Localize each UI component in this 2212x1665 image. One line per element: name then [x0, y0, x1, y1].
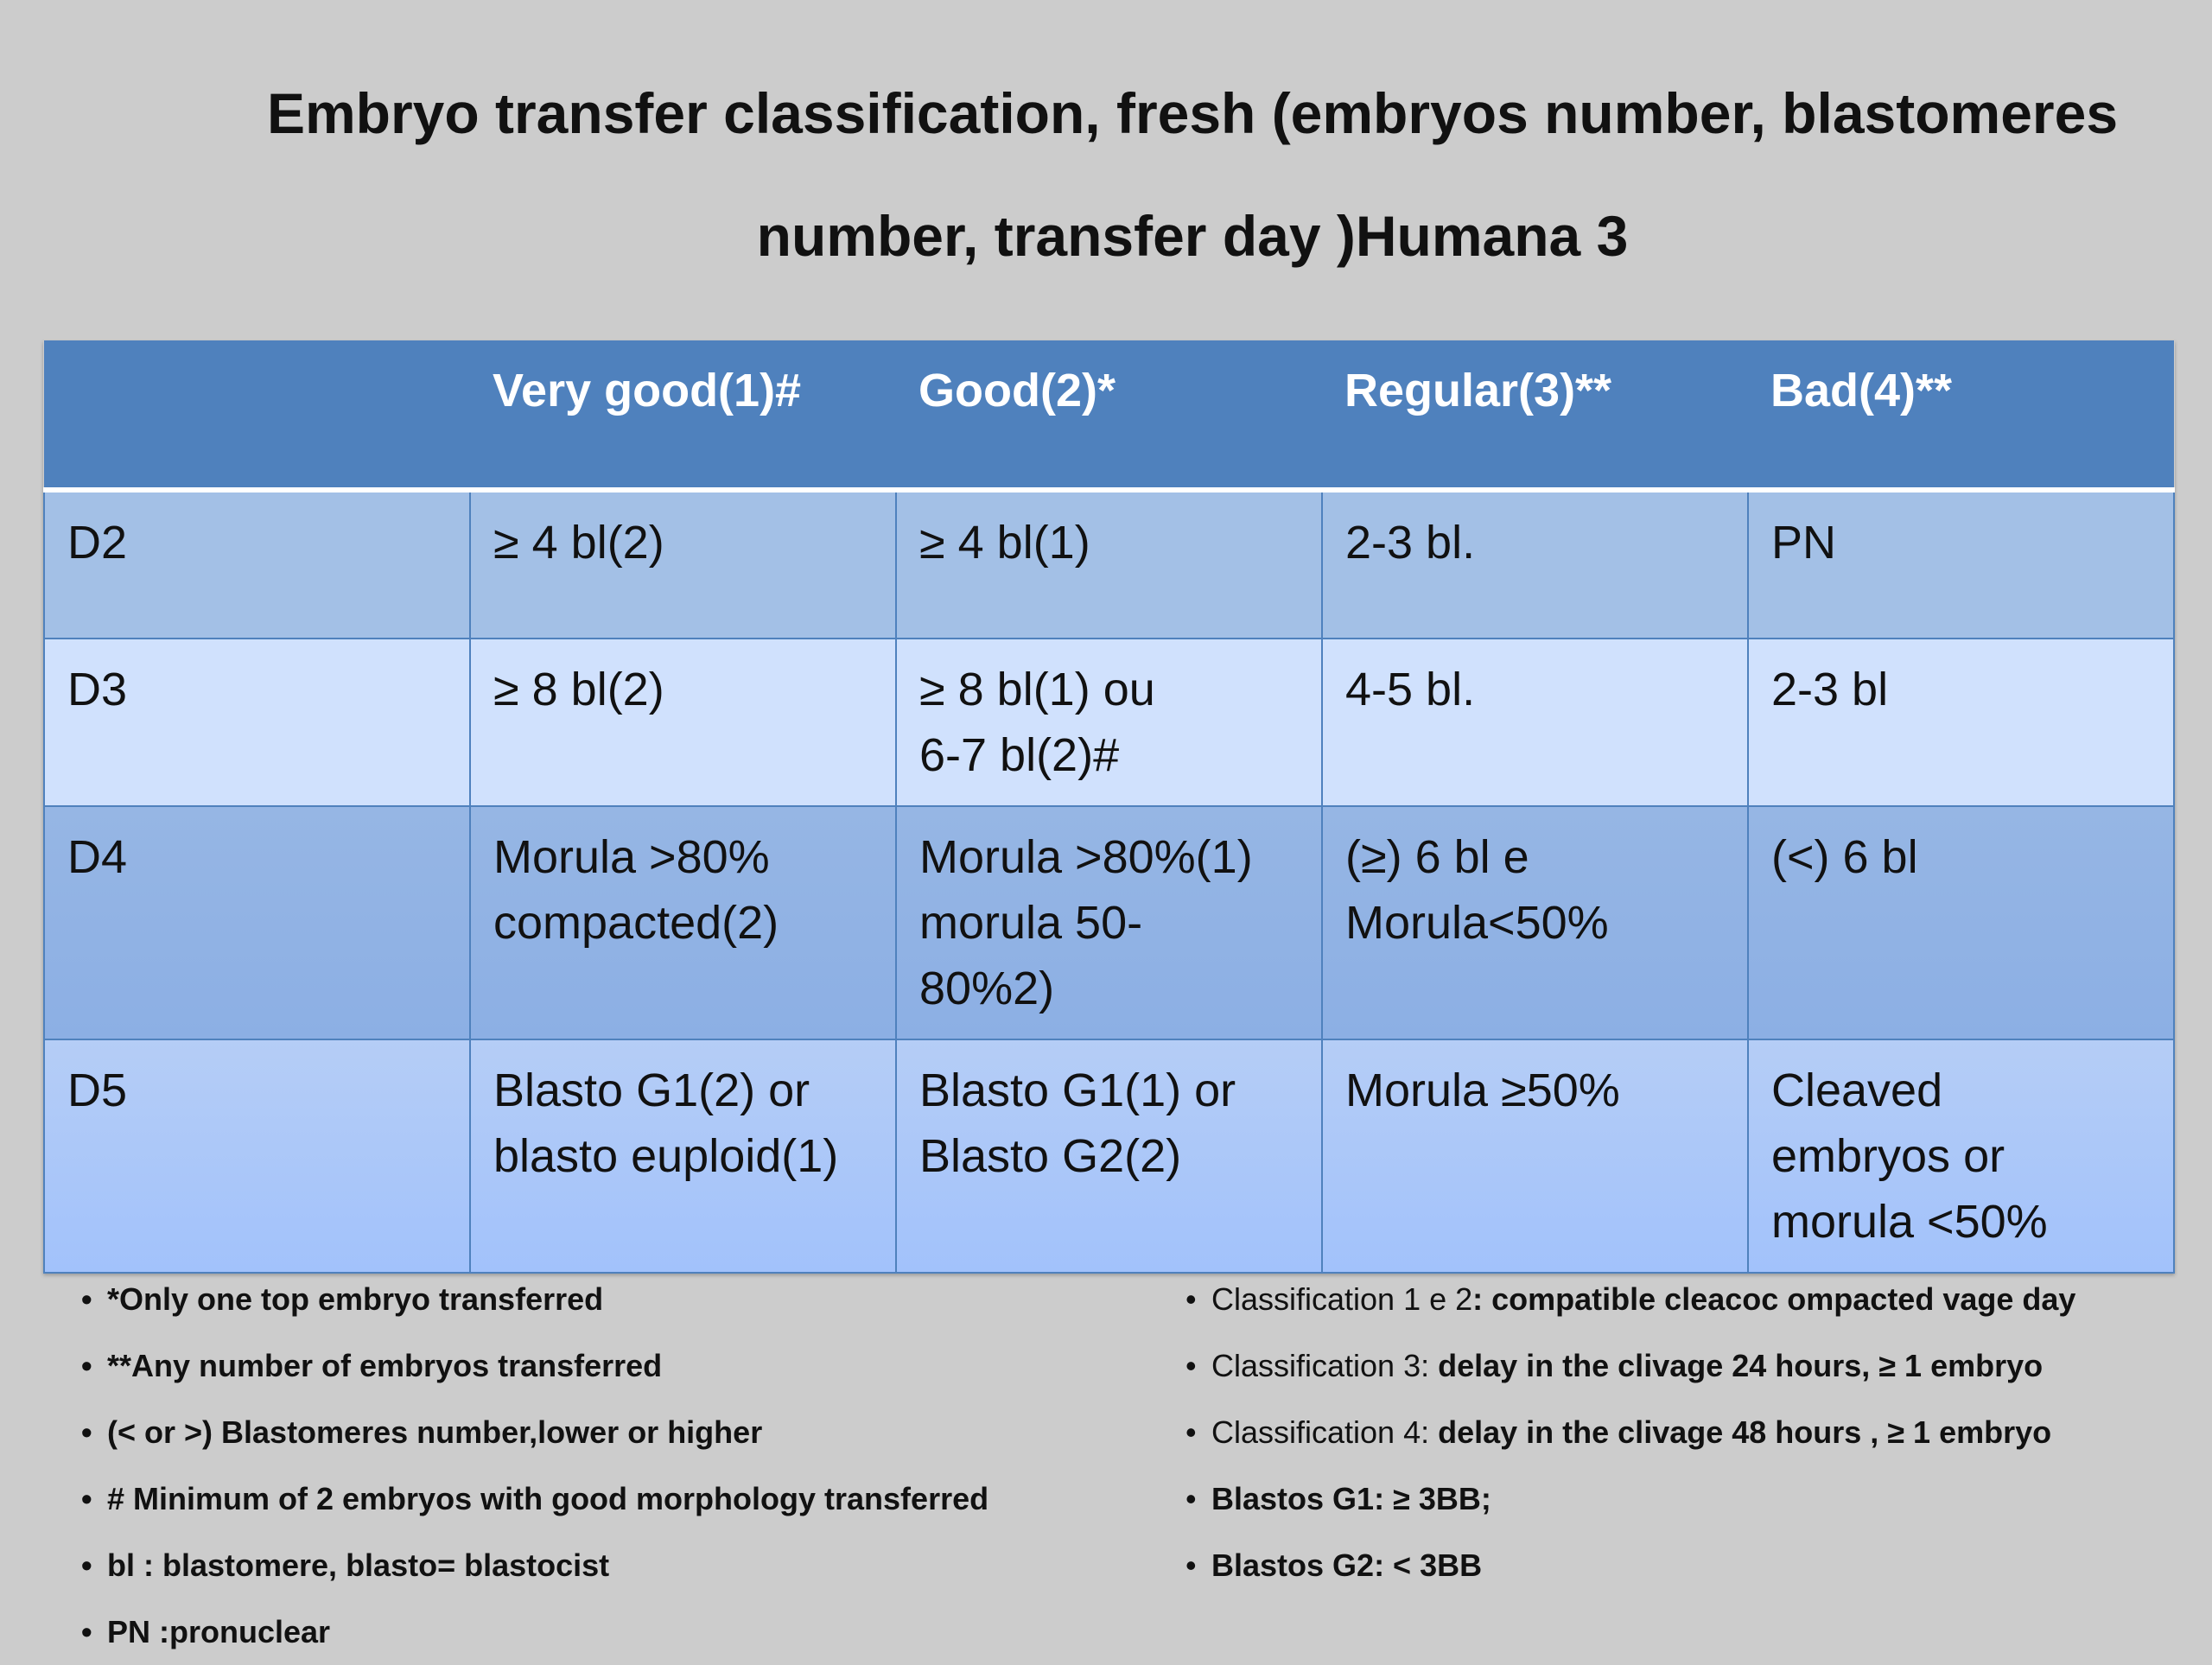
cell-bad: (<) 6 bl: [1747, 805, 2175, 1040]
cell-good: ≥ 8 bl(1) ou 6-7 bl(2)#: [895, 638, 1323, 807]
table-row-d3: D3 ≥ 8 bl(2) ≥ 8 bl(1) ou 6-7 bl(2)# 4-5…: [43, 638, 2175, 807]
bullet-icon: •: [1185, 1547, 1197, 1583]
cell-regular: Morula ≥50%: [1321, 1039, 1749, 1274]
note-label: Classification 1 e 2: [1211, 1281, 1473, 1317]
header-bad: Bad(4)**: [1748, 340, 2174, 493]
note-item: • Blastos G1: ≥ 3BB;: [1149, 1465, 2075, 1532]
note-text: delay in the clivage 48 hours , ≥ 1 embr…: [1438, 1414, 2052, 1450]
cell-bad: 2-3 bl: [1747, 638, 2175, 807]
notes-right-list: • Classification 1 e 2: compatible cleaco…: [1149, 1266, 2075, 1598]
cell-day: D4: [43, 805, 471, 1040]
note-text: # Minimum of 2 embryos with good morphol…: [107, 1481, 989, 1516]
bullet-icon: •: [1185, 1281, 1197, 1317]
note-item: • *Only one top embryo transferred: [45, 1266, 988, 1332]
note-item: • Blastos G2: < 3BB: [1149, 1532, 2075, 1598]
note-label: Classification 4:: [1211, 1414, 1439, 1450]
cell-very-good: Morula >80% compacted(2): [469, 805, 897, 1040]
note-text: delay in the clivage 24 hours, ≥ 1 embry…: [1438, 1348, 2044, 1383]
classification-table: Very good(1)# Good(2)* Regular(3)** Bad(…: [43, 340, 2175, 1274]
note-item: • (< or >) Blastomeres number,lower or hi…: [45, 1399, 988, 1465]
note-text: Blastos G1: ≥ 3BB;: [1211, 1481, 1491, 1516]
cell-very-good: ≥ 8 bl(2): [469, 638, 897, 807]
note-text: *Only one top embryo transferred: [107, 1281, 604, 1317]
note-item: • bl : blastomere, blasto= blastocist: [45, 1532, 988, 1598]
note-item: • Classification 4: delay in the clivage …: [1149, 1399, 2075, 1465]
page-title: Embryo transfer classification, fresh (e…: [173, 52, 2212, 297]
header-day: [44, 340, 470, 493]
note-item: • # Minimum of 2 embryos with good morpho…: [45, 1465, 988, 1532]
note-text: PN :pronuclear: [107, 1614, 331, 1649]
cell-day: D5: [43, 1039, 471, 1274]
header-good: Good(2)*: [896, 340, 1322, 493]
bullet-icon: •: [81, 1348, 92, 1383]
bullet-icon: •: [81, 1547, 92, 1583]
note-item: • Classification 3: delay in the clivage …: [1149, 1332, 2075, 1399]
table-header-row: Very good(1)# Good(2)* Regular(3)** Bad(…: [44, 340, 2174, 493]
bullet-icon: •: [1185, 1414, 1197, 1450]
cell-day: D3: [43, 638, 471, 807]
cell-very-good: ≥ 4 bl(2): [469, 489, 897, 639]
header-regular: Regular(3)**: [1322, 340, 1748, 493]
bullet-icon: •: [1185, 1481, 1197, 1516]
table-row-d2: D2 ≥ 4 bl(2) ≥ 4 bl(1) 2-3 bl. PN: [43, 489, 2175, 639]
note-label: Classification 3:: [1211, 1348, 1439, 1383]
note-text: : compatible cleacoc ompacted vage day: [1472, 1281, 2076, 1317]
table-row-d4: D4 Morula >80% compacted(2) Morula >80%(…: [43, 805, 2175, 1040]
title-line-2: number, transfer day )Humana 3: [756, 204, 1629, 268]
note-item: • PN :pronuclear: [45, 1598, 988, 1665]
cell-bad: PN: [1747, 489, 2175, 639]
note-text: Blastos G2: < 3BB: [1211, 1547, 1483, 1583]
note-item: • **Any number of embryos transferred: [45, 1332, 988, 1399]
cell-good: Blasto G1(1) or Blasto G2(2): [895, 1039, 1323, 1274]
bullet-icon: •: [81, 1281, 92, 1317]
bullet-icon: •: [1185, 1348, 1197, 1383]
note-text: (< or >) Blastomeres number,lower or hig…: [107, 1414, 763, 1450]
table-row-d5: D5 Blasto G1(2) or blasto euploid(1) Bla…: [43, 1039, 2175, 1274]
note-text: bl : blastomere, blasto= blastocist: [107, 1547, 610, 1583]
cell-regular: 2-3 bl.: [1321, 489, 1749, 639]
cell-bad: Cleaved embryos or morula <50%: [1747, 1039, 2175, 1274]
notes-left-list: • *Only one top embryo transferred • **Any…: [45, 1266, 988, 1665]
cell-regular: (≥) 6 bl e Morula<50%: [1321, 805, 1749, 1040]
cell-good: Morula >80%(1) morula 50- 80%2): [895, 805, 1323, 1040]
note-text: **Any number of embryos transferred: [107, 1348, 663, 1383]
title-line-1: Embryo transfer classification, fresh (e…: [266, 81, 2119, 145]
bullet-icon: •: [81, 1614, 92, 1649]
header-very-good: Very good(1)#: [470, 340, 896, 493]
cell-good: ≥ 4 bl(1): [895, 489, 1323, 639]
bullet-icon: •: [81, 1414, 92, 1450]
note-item: • Classification 1 e 2: compatible cleaco…: [1149, 1266, 2075, 1332]
bullet-icon: •: [81, 1481, 92, 1516]
cell-regular: 4-5 bl.: [1321, 638, 1749, 807]
cell-day: D2: [43, 489, 471, 639]
cell-very-good: Blasto G1(2) or blasto euploid(1): [469, 1039, 897, 1274]
